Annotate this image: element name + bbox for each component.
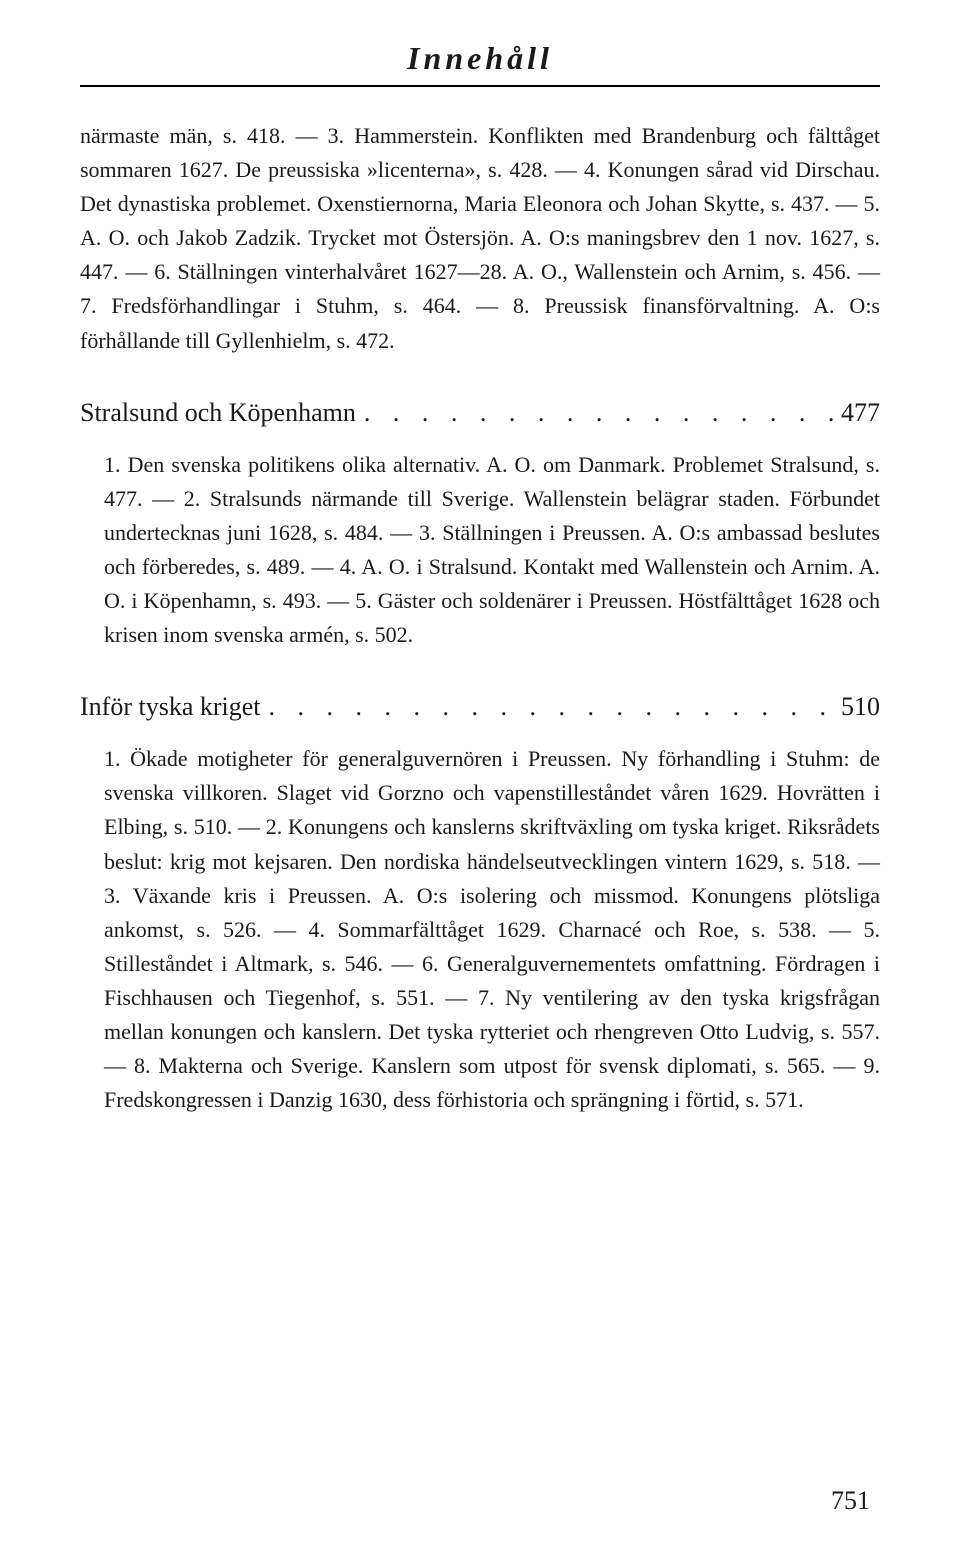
title-divider xyxy=(80,85,880,87)
toc-page-infor: 510 xyxy=(833,692,880,722)
toc-title-infor: Inför tyska kriget xyxy=(80,692,269,722)
stralsund-section: 1. Den svenska politikens olika alternat… xyxy=(80,448,880,653)
toc-page-stralsund: 477 xyxy=(833,398,880,428)
first-section: närmaste män, s. 418. — 3. Hammerstein. … xyxy=(80,119,880,358)
stralsund-body: 1. Den svenska politikens olika alternat… xyxy=(80,448,880,653)
toc-entry-stralsund: Stralsund och Köpenhamn . . . . . . . . … xyxy=(80,398,880,428)
toc-leaders: . . . . . . . . . . . . . . . . . . . . … xyxy=(364,398,833,428)
page-title: Innehåll xyxy=(80,40,880,77)
page-number: 751 xyxy=(831,1486,870,1516)
toc-entry-infor: Inför tyska kriget . . . . . . . . . . .… xyxy=(80,692,880,722)
first-section-text: närmaste män, s. 418. — 3. Hammerstein. … xyxy=(80,119,880,358)
toc-leaders: . . . . . . . . . . . . . . . . . . . . … xyxy=(269,692,833,722)
infor-section: 1. Ökade motigheter för generalguvernöre… xyxy=(80,742,880,1117)
infor-body: 1. Ökade motigheter för generalguvernöre… xyxy=(80,742,880,1117)
toc-title-stralsund: Stralsund och Köpenhamn xyxy=(80,398,364,428)
